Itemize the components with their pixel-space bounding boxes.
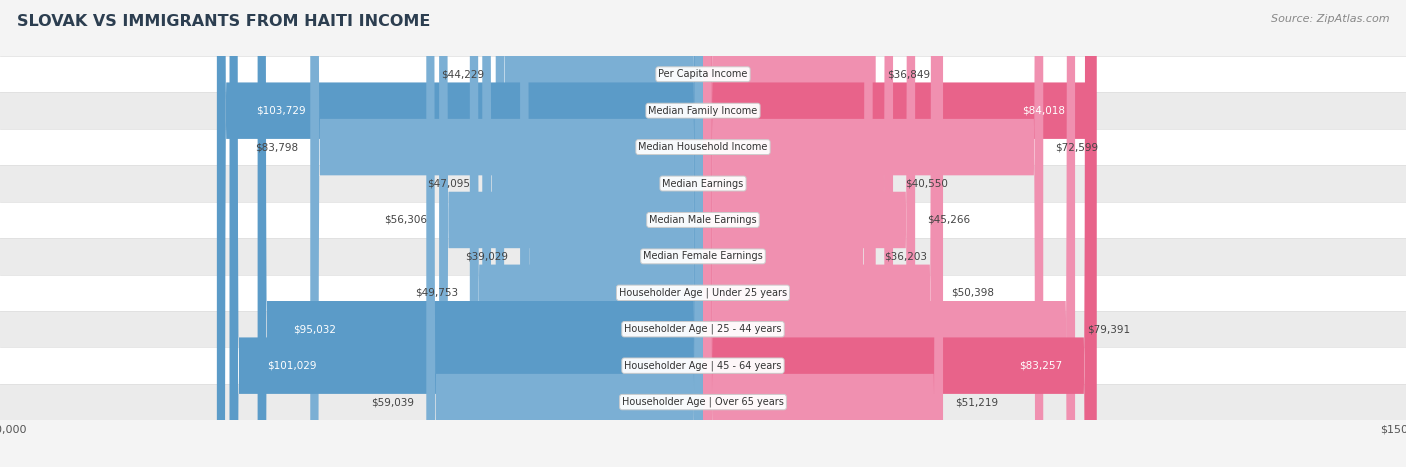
Bar [0, 92, 1406, 129]
Text: $103,729: $103,729 [256, 106, 305, 116]
Text: Householder Age | 25 - 44 years: Householder Age | 25 - 44 years [624, 324, 782, 334]
FancyBboxPatch shape [482, 0, 703, 467]
FancyBboxPatch shape [703, 0, 915, 467]
FancyBboxPatch shape [217, 0, 703, 467]
FancyBboxPatch shape [703, 0, 1094, 467]
Bar [0, 311, 1406, 347]
Text: $36,203: $36,203 [884, 251, 928, 262]
Text: $49,753: $49,753 [415, 288, 458, 298]
FancyBboxPatch shape [229, 0, 703, 467]
Text: SLOVAK VS IMMIGRANTS FROM HAITI INCOME: SLOVAK VS IMMIGRANTS FROM HAITI INCOME [17, 14, 430, 29]
FancyBboxPatch shape [703, 0, 1076, 467]
Text: $50,398: $50,398 [950, 288, 994, 298]
Text: $51,219: $51,219 [955, 397, 998, 407]
Text: $44,229: $44,229 [441, 69, 484, 79]
Text: $84,018: $84,018 [1022, 106, 1066, 116]
Legend: Slovak, Immigrants from Haiti: Slovak, Immigrants from Haiti [578, 464, 828, 467]
Bar [0, 347, 1406, 384]
Text: $72,599: $72,599 [1054, 142, 1098, 152]
Text: Median Male Earnings: Median Male Earnings [650, 215, 756, 225]
Text: Householder Age | Under 25 years: Householder Age | Under 25 years [619, 288, 787, 298]
Text: Median Family Income: Median Family Income [648, 106, 758, 116]
Bar [0, 384, 1406, 420]
Bar [0, 165, 1406, 202]
Text: Median Household Income: Median Household Income [638, 142, 768, 152]
FancyBboxPatch shape [703, 0, 943, 467]
FancyBboxPatch shape [496, 0, 703, 467]
FancyBboxPatch shape [703, 0, 873, 467]
Text: $45,266: $45,266 [927, 215, 970, 225]
Bar [0, 129, 1406, 165]
Text: $83,798: $83,798 [256, 142, 298, 152]
Text: Per Capita Income: Per Capita Income [658, 69, 748, 79]
FancyBboxPatch shape [311, 0, 703, 467]
Text: $56,306: $56,306 [384, 215, 427, 225]
Bar [0, 238, 1406, 275]
FancyBboxPatch shape [703, 0, 876, 467]
Text: $39,029: $39,029 [465, 251, 509, 262]
FancyBboxPatch shape [470, 0, 703, 467]
FancyBboxPatch shape [520, 0, 703, 467]
Text: Median Earnings: Median Earnings [662, 178, 744, 189]
Text: Median Female Earnings: Median Female Earnings [643, 251, 763, 262]
FancyBboxPatch shape [703, 0, 1043, 467]
FancyBboxPatch shape [703, 0, 893, 467]
Text: $40,550: $40,550 [905, 178, 948, 189]
FancyBboxPatch shape [257, 0, 703, 467]
Text: $47,095: $47,095 [427, 178, 471, 189]
Bar [0, 56, 1406, 92]
Text: Source: ZipAtlas.com: Source: ZipAtlas.com [1271, 14, 1389, 24]
Text: $36,849: $36,849 [887, 69, 931, 79]
Text: $79,391: $79,391 [1087, 324, 1130, 334]
FancyBboxPatch shape [439, 0, 703, 467]
Text: Householder Age | Over 65 years: Householder Age | Over 65 years [621, 397, 785, 407]
Bar [0, 275, 1406, 311]
Text: $83,257: $83,257 [1019, 361, 1062, 371]
Text: $95,032: $95,032 [294, 324, 336, 334]
Text: Householder Age | 45 - 64 years: Householder Age | 45 - 64 years [624, 361, 782, 371]
FancyBboxPatch shape [426, 0, 703, 467]
FancyBboxPatch shape [703, 0, 939, 467]
Bar [0, 202, 1406, 238]
Text: $59,039: $59,039 [371, 397, 415, 407]
FancyBboxPatch shape [703, 0, 1097, 467]
Text: $101,029: $101,029 [267, 361, 316, 371]
